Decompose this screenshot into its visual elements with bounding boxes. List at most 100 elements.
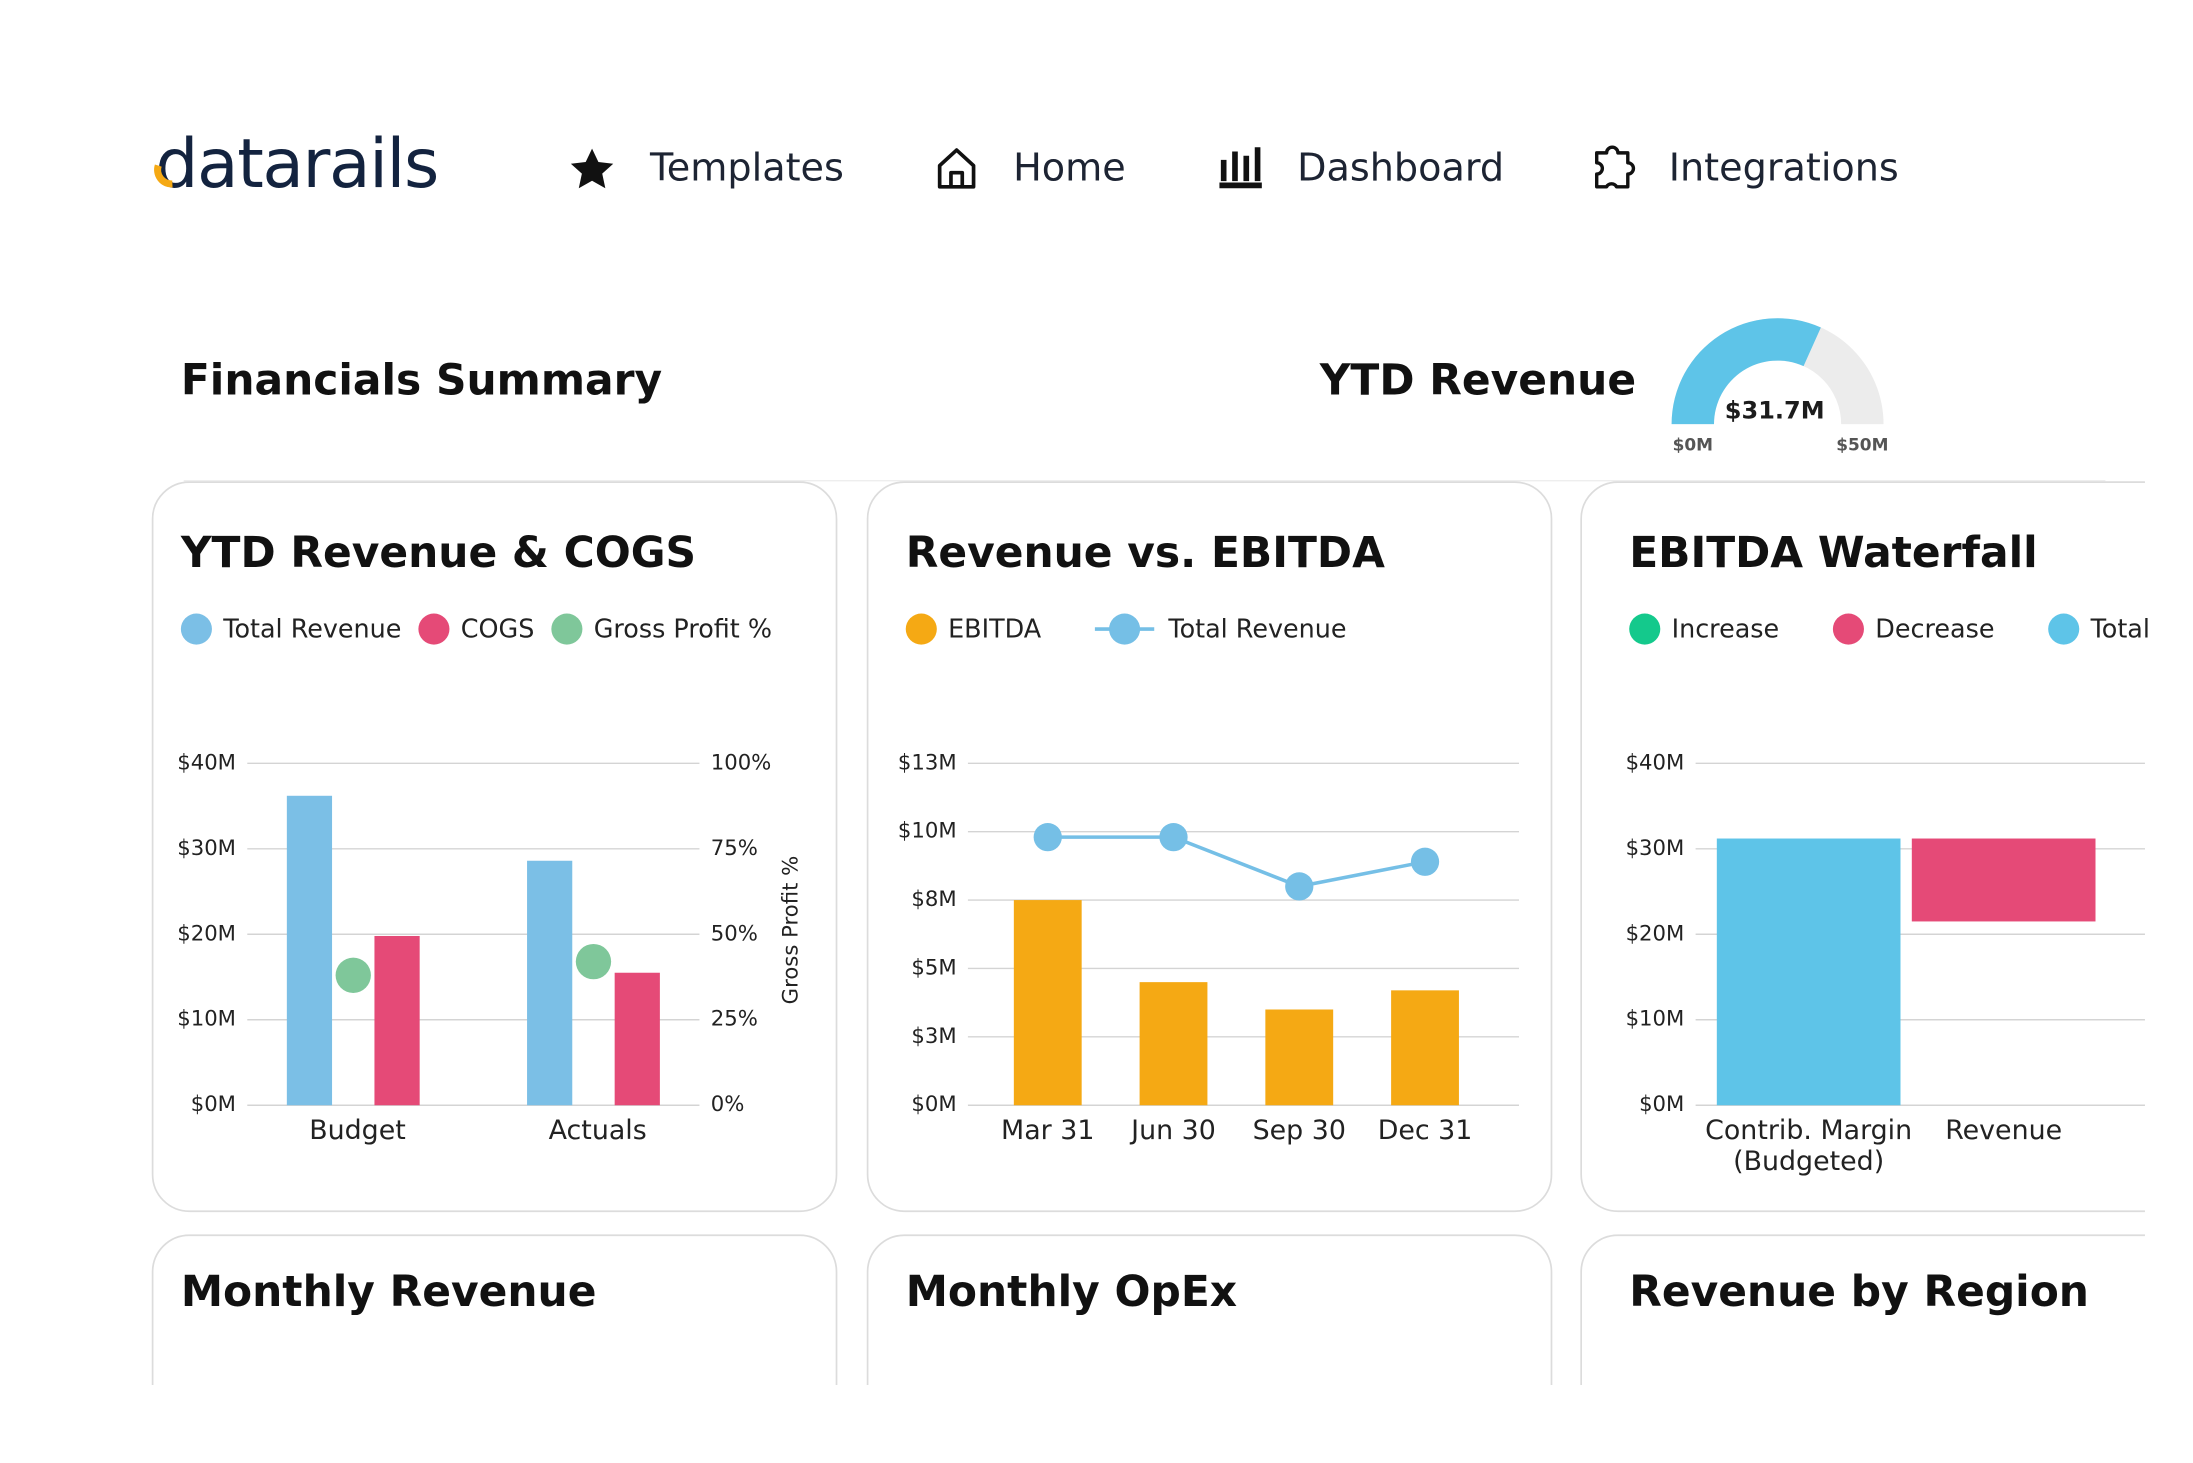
x-tick-label: Actuals bbox=[548, 1116, 647, 1147]
card bbox=[151, 1234, 838, 1386]
bar bbox=[374, 935, 420, 1106]
bar bbox=[614, 972, 660, 1106]
panel-title: Monthly OpEx bbox=[906, 1267, 1237, 1316]
nav-item[interactable]: Dashboard bbox=[1297, 145, 1504, 189]
logo[interactable]: datarails bbox=[155, 124, 439, 203]
bar bbox=[1911, 838, 2096, 922]
card bbox=[151, 481, 838, 1213]
panel-title: Monthly Revenue bbox=[181, 1267, 597, 1316]
point bbox=[575, 943, 612, 980]
x-tick-label: Mar 31 bbox=[1001, 1116, 1095, 1147]
nav-item[interactable]: Home bbox=[1013, 145, 1126, 189]
point bbox=[1033, 823, 1062, 852]
bar bbox=[1013, 900, 1082, 1106]
bar bbox=[1139, 982, 1208, 1106]
line bbox=[1047, 835, 1426, 889]
x-tick-box: Contrib. Margin (Budgeted) bbox=[1705, 1116, 1913, 1178]
bar bbox=[286, 795, 333, 1106]
legend-label: Gross Profit % bbox=[594, 613, 772, 643]
y-tick-label: $0M bbox=[1639, 1091, 1684, 1116]
y-tick-label: $20M bbox=[1626, 920, 1685, 945]
y-tick-label: $5M bbox=[911, 954, 956, 979]
point bbox=[1159, 823, 1188, 852]
x-tick-box: Budget bbox=[309, 1116, 406, 1147]
nav-item[interactable]: Templates bbox=[649, 145, 844, 189]
y-tick-label: $10M bbox=[177, 1006, 236, 1031]
bar bbox=[1391, 990, 1459, 1106]
legend-marker bbox=[418, 613, 450, 645]
y2-tick-label: 50% bbox=[711, 920, 758, 945]
chart-title: Revenue vs. EBITDA bbox=[906, 528, 1385, 577]
x-tick-box: Sep 30 bbox=[1252, 1116, 1346, 1147]
point bbox=[335, 957, 371, 993]
legend-marker bbox=[180, 613, 212, 645]
y-tick-label: $13M bbox=[898, 749, 957, 774]
point bbox=[1410, 847, 1440, 876]
card bbox=[866, 481, 1553, 1213]
x-tick-label: Sep 30 bbox=[1252, 1116, 1346, 1147]
x-tick-box: Mar 31 bbox=[1001, 1116, 1095, 1147]
y-tick-label: $0M bbox=[911, 1091, 956, 1116]
gauge-value-label: $31.7M bbox=[1725, 396, 1825, 424]
y-tick-label: $40M bbox=[1626, 749, 1685, 774]
x-tick-box: Jun 30 bbox=[1131, 1116, 1216, 1147]
y-tick-label: $20M bbox=[177, 920, 236, 945]
x-tick-label: Revenue bbox=[1945, 1116, 2063, 1147]
y-tick-label: $40M bbox=[177, 749, 236, 774]
bar bbox=[1716, 838, 1901, 1106]
home-icon[interactable] bbox=[937, 148, 976, 189]
legend-label: COGS bbox=[461, 613, 535, 643]
x-tick-label: Contrib. Margin (Budgeted) bbox=[1705, 1116, 1913, 1178]
y2-tick-label: 75% bbox=[711, 835, 758, 860]
panel-title: Revenue by Region bbox=[1629, 1267, 2089, 1316]
legend-label: Total Revenue bbox=[1167, 613, 1346, 643]
bar bbox=[1265, 1009, 1334, 1106]
x-tick-box: Dec 31 bbox=[1377, 1116, 1473, 1147]
page-title: Financials Summary bbox=[181, 356, 662, 405]
y2-axis-title: Gross Profit % bbox=[777, 856, 802, 1005]
chart-title: YTD Revenue & COGS bbox=[180, 528, 696, 577]
gauge-title: YTD Revenue bbox=[1319, 356, 1636, 405]
card bbox=[1580, 481, 2145, 1213]
x-tick-label: Dec 31 bbox=[1377, 1116, 1473, 1147]
nav-item[interactable]: Integrations bbox=[1669, 145, 1899, 189]
logo-accent bbox=[154, 164, 173, 188]
gauge-tick-label: $0M bbox=[1673, 434, 1713, 454]
y-tick-label: $30M bbox=[177, 835, 236, 860]
y-tick-label: $30M bbox=[1626, 835, 1685, 860]
y2-tick-label: 100% bbox=[711, 749, 772, 774]
gauge-tick-label: $50M bbox=[1836, 434, 1888, 454]
legend-label: EBITDA bbox=[948, 613, 1042, 643]
legend-label: Increase bbox=[1672, 613, 1780, 643]
legend-marker bbox=[905, 613, 937, 645]
legend-marker bbox=[1832, 613, 1864, 645]
integrations-icon[interactable] bbox=[1595, 145, 1636, 189]
legend-label: Total Revenue bbox=[222, 613, 401, 643]
templates-icon[interactable] bbox=[570, 148, 614, 189]
point bbox=[1285, 872, 1314, 901]
y-tick-label: $0M bbox=[191, 1091, 236, 1116]
legend-marker bbox=[1629, 613, 1661, 645]
legend-marker bbox=[1109, 613, 1141, 645]
y-tick-label: $10M bbox=[898, 818, 957, 843]
legend-marker bbox=[2048, 613, 2080, 645]
card bbox=[866, 1234, 1553, 1386]
legend-label: Total bbox=[2090, 613, 2150, 643]
x-tick-box: Actuals bbox=[548, 1116, 647, 1147]
y-tick-label: $3M bbox=[911, 1023, 956, 1048]
y-tick-label: $10M bbox=[1626, 1006, 1685, 1031]
chart-title: EBITDA Waterfall bbox=[1629, 528, 2037, 577]
gauge-value bbox=[1671, 318, 1821, 425]
x-tick-label: Budget bbox=[309, 1116, 406, 1147]
legend-label: Decrease bbox=[1875, 613, 1994, 643]
card bbox=[1580, 1234, 2145, 1386]
x-tick-label: Jun 30 bbox=[1131, 1116, 1216, 1147]
bar bbox=[527, 860, 573, 1106]
legend-marker bbox=[551, 613, 583, 645]
y2-tick-label: 0% bbox=[711, 1091, 745, 1116]
dashboard-icon[interactable] bbox=[1219, 147, 1262, 189]
y-tick-label: $8M bbox=[911, 886, 956, 911]
y2-tick-label: 25% bbox=[711, 1006, 758, 1031]
